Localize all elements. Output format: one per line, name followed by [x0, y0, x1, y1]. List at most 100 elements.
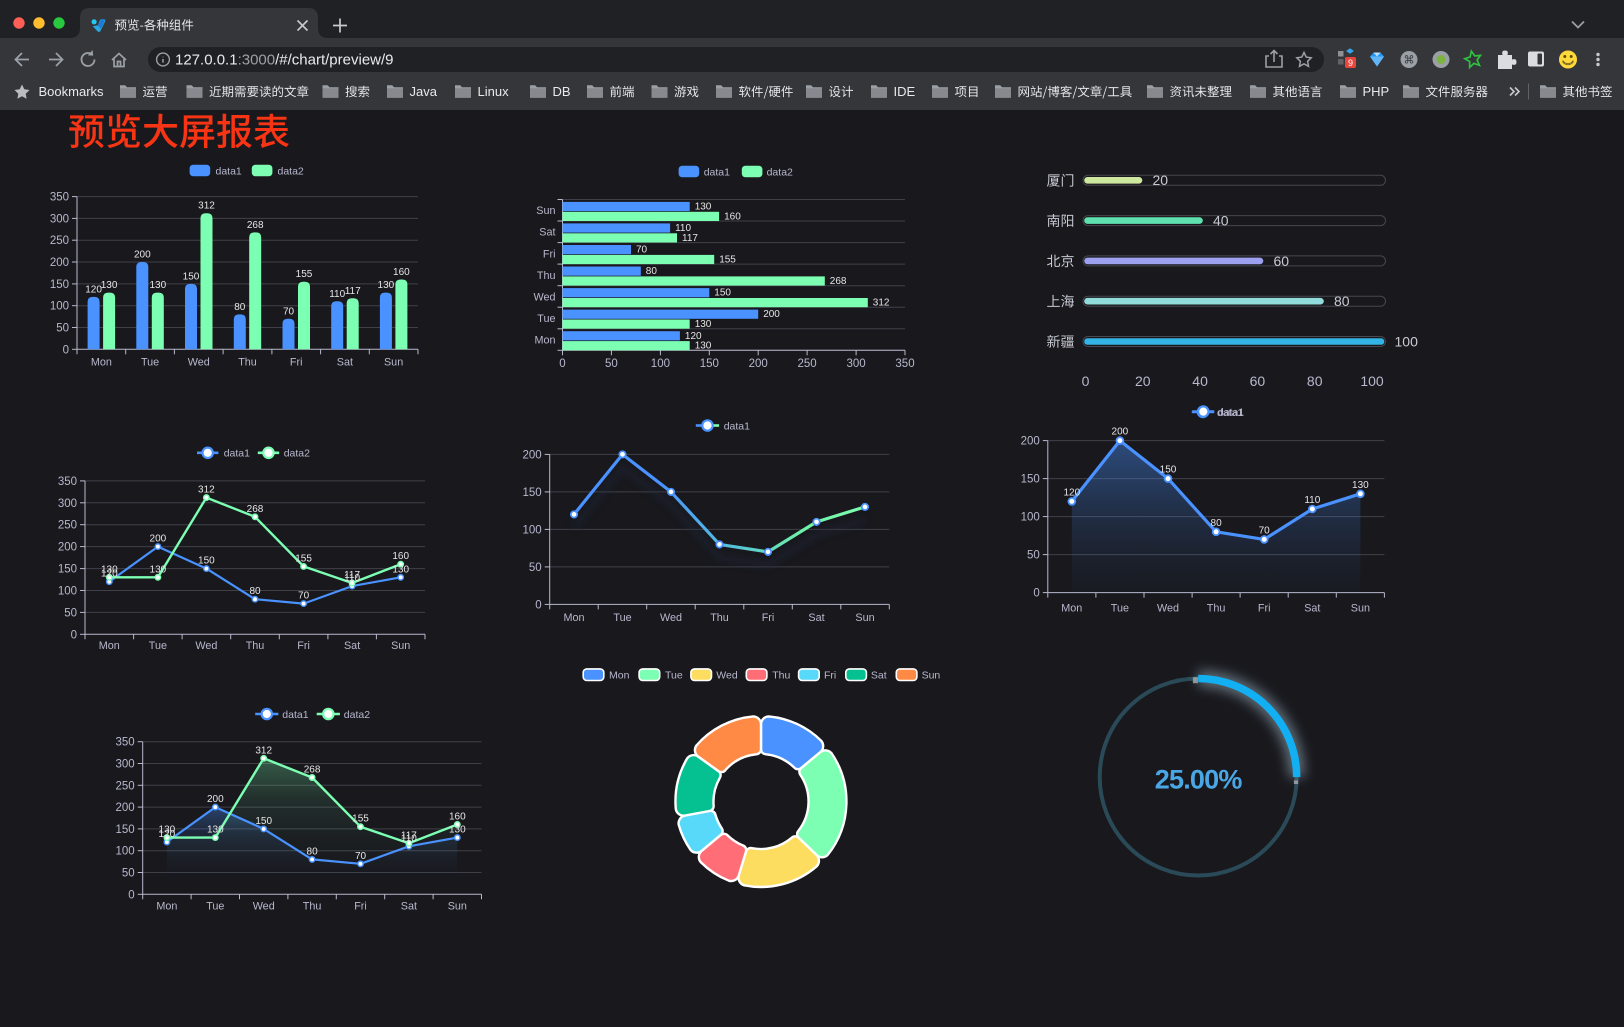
svg-text:50: 50 [122, 868, 135, 880]
svg-text:80: 80 [249, 586, 261, 597]
svg-text:150: 150 [1021, 474, 1040, 486]
svg-text:Wed: Wed [1157, 603, 1179, 615]
svg-text:Wed: Wed [188, 356, 210, 368]
svg-text:120: 120 [85, 284, 102, 295]
svg-text:350: 350 [58, 476, 77, 488]
svg-text:155: 155 [296, 269, 313, 280]
svg-text:Tue: Tue [537, 313, 555, 325]
svg-text:200: 200 [116, 802, 135, 814]
svg-text:200: 200 [207, 794, 224, 805]
svg-text:350: 350 [50, 192, 69, 204]
svg-text:data2: data2 [767, 166, 793, 178]
svg-text:200: 200 [150, 534, 167, 545]
svg-text:Java: Java [410, 84, 438, 99]
svg-text:70: 70 [283, 306, 295, 317]
svg-text:117: 117 [344, 570, 360, 581]
svg-text:data1: data1 [1217, 407, 1243, 419]
svg-text:200: 200 [1021, 436, 1040, 448]
svg-text:Sun: Sun [391, 640, 410, 652]
svg-text:IDE: IDE [894, 84, 916, 99]
svg-text:80: 80 [1334, 293, 1350, 309]
svg-text:50: 50 [529, 562, 542, 574]
svg-text:Tue: Tue [206, 901, 224, 913]
svg-text:Mon: Mon [609, 670, 630, 682]
svg-text:Mon: Mon [1061, 603, 1082, 615]
svg-text:200: 200 [1112, 427, 1129, 438]
svg-text:40: 40 [1213, 213, 1229, 229]
svg-text:150: 150 [183, 271, 200, 282]
svg-text:Wed: Wed [253, 901, 275, 913]
svg-text:350: 350 [895, 358, 914, 370]
svg-text:150: 150 [714, 288, 731, 299]
svg-text:Fri: Fri [762, 612, 775, 624]
svg-text:268: 268 [247, 504, 264, 515]
svg-text:Mon: Mon [99, 640, 120, 652]
svg-text:200: 200 [134, 250, 151, 261]
svg-text:130: 130 [101, 280, 118, 291]
svg-text:200: 200 [523, 449, 542, 461]
svg-text:300: 300 [847, 358, 866, 370]
svg-text:data1: data1 [1218, 407, 1244, 419]
svg-text:100: 100 [651, 358, 670, 370]
svg-text:160: 160 [449, 812, 466, 823]
svg-text:268: 268 [247, 220, 264, 231]
svg-text:60: 60 [1250, 373, 1266, 389]
svg-text:Fri: Fri [290, 356, 303, 368]
svg-text:Tue: Tue [149, 640, 167, 652]
svg-text:50: 50 [605, 358, 618, 370]
svg-text:50: 50 [64, 607, 77, 619]
svg-text:130: 130 [449, 825, 466, 836]
svg-text:0: 0 [559, 358, 565, 370]
svg-text:0: 0 [535, 599, 541, 611]
svg-text:Sat: Sat [539, 227, 555, 239]
svg-text:0: 0 [1082, 373, 1090, 389]
svg-text:20: 20 [1153, 172, 1169, 188]
svg-text:110: 110 [329, 289, 345, 300]
svg-text:Sun: Sun [855, 612, 874, 624]
svg-text:200: 200 [50, 257, 69, 269]
svg-text:120: 120 [159, 829, 176, 840]
svg-text:150: 150 [116, 824, 135, 836]
svg-text:110: 110 [344, 573, 360, 584]
svg-text:Sun: Sun [922, 670, 941, 682]
svg-text:Sat: Sat [344, 640, 360, 652]
svg-text:Mon: Mon [156, 901, 177, 913]
svg-text:50: 50 [56, 323, 69, 335]
svg-text:200: 200 [763, 309, 780, 320]
svg-text:117: 117 [401, 830, 417, 841]
svg-text:150: 150 [198, 556, 215, 567]
svg-text:80: 80 [1307, 373, 1323, 389]
svg-text:200: 200 [749, 358, 768, 370]
svg-text:Sun: Sun [536, 205, 555, 217]
svg-text:Mon: Mon [563, 612, 584, 624]
svg-text:120: 120 [1063, 487, 1080, 498]
svg-text:100: 100 [1360, 373, 1384, 389]
svg-text:150: 150 [255, 816, 272, 827]
svg-text:150: 150 [50, 279, 69, 291]
svg-text:120: 120 [685, 331, 702, 342]
svg-text:130: 130 [695, 341, 712, 352]
svg-text:312: 312 [255, 745, 272, 756]
svg-text:Tue: Tue [613, 612, 631, 624]
svg-text:Thu: Thu [710, 612, 729, 624]
svg-text:155: 155 [352, 814, 369, 825]
svg-text:127.0.0.1:3000/#/chart/preview: 127.0.0.1:3000/#/chart/preview/9 [175, 51, 394, 68]
svg-text:Sun: Sun [448, 901, 467, 913]
svg-text:150: 150 [58, 564, 77, 576]
svg-text:Sun: Sun [384, 356, 403, 368]
svg-text:Sat: Sat [401, 901, 417, 913]
svg-text:130: 130 [392, 564, 409, 575]
svg-text:268: 268 [304, 765, 321, 776]
svg-text:Sat: Sat [808, 612, 824, 624]
svg-text:300: 300 [116, 759, 135, 771]
svg-text:data2: data2 [344, 709, 370, 721]
svg-text:data1: data1 [282, 709, 308, 721]
svg-text:data1: data1 [724, 420, 750, 432]
svg-text:9: 9 [1348, 58, 1353, 68]
svg-text:0: 0 [71, 629, 77, 641]
svg-text:Wed: Wed [716, 670, 738, 682]
svg-text:Sat: Sat [337, 356, 353, 368]
svg-text:Tue: Tue [141, 356, 159, 368]
svg-text:Thu: Thu [772, 670, 790, 682]
svg-text:117: 117 [345, 286, 361, 297]
